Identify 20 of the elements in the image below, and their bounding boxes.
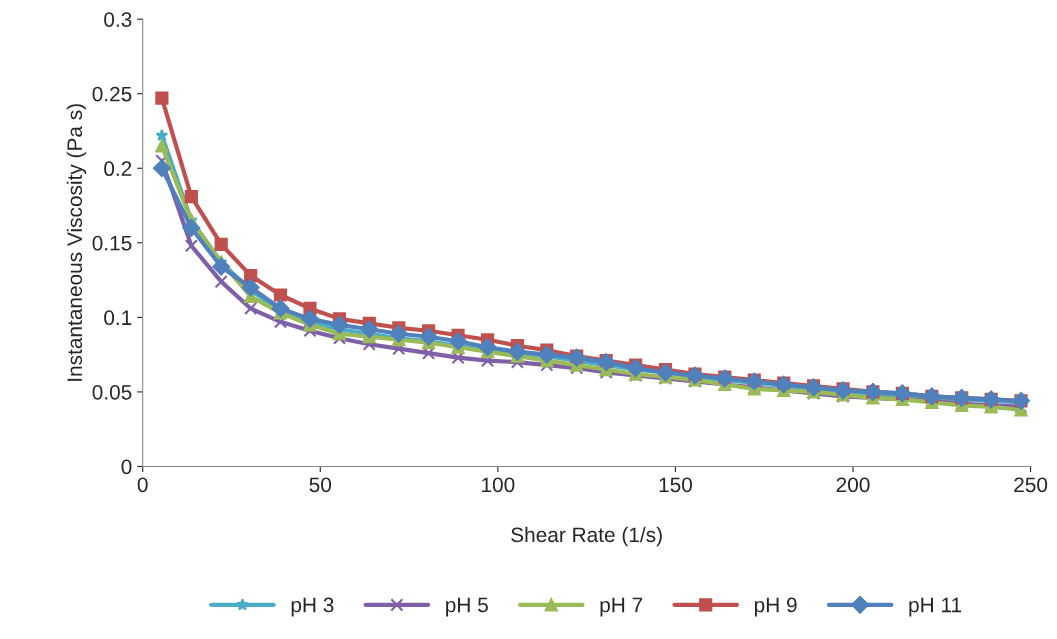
legend-label: pH 11 — [909, 597, 962, 617]
y-axis-title: Instantaneous Viscosity (Pa s) — [66, 104, 87, 381]
x-tick-label: 250 — [1014, 477, 1048, 493]
legend-label: pH 5 — [446, 597, 488, 617]
x-axis-title: Shear Rate (1/s) — [511, 526, 662, 547]
y-tick-label: 0.15 — [92, 235, 132, 251]
x-tick-label: 50 — [309, 477, 332, 493]
y-tick-label: 0.25 — [92, 86, 132, 102]
x-tick-label: 200 — [836, 477, 870, 493]
y-tick-label: 0 — [121, 459, 132, 475]
y-tick-label: 0.1 — [104, 310, 132, 326]
legend-label: pH 7 — [600, 597, 643, 617]
y-tick-label: 0.3 — [104, 12, 132, 27]
x-tick-label: 150 — [659, 477, 692, 493]
y-tick-label: 0.05 — [92, 384, 132, 400]
x-tick-label: 100 — [482, 477, 515, 493]
legend-label: pH 9 — [754, 597, 797, 617]
y-tick-label: 0.2 — [104, 161, 132, 177]
legend-label: pH 3 — [291, 597, 334, 617]
x-tick-label: 0 — [137, 477, 148, 493]
